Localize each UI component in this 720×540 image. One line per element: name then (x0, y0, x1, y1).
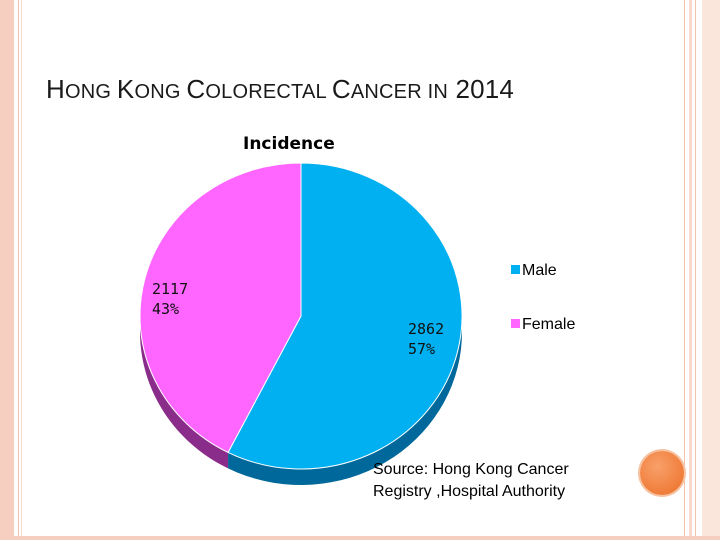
title-part: C (331, 74, 351, 104)
slide-frame-right (689, 0, 692, 540)
legend-label-female: Female (522, 316, 576, 333)
legend-swatch-female (511, 319, 520, 328)
slide-frame-line (21, 0, 22, 540)
chart-title: Incidence (243, 134, 335, 154)
title-part: ANCER (350, 81, 428, 103)
pie-slice-female (139, 162, 302, 454)
slide-frame-bottom (0, 536, 720, 540)
decorative-circle (640, 451, 684, 495)
title-part: IN (427, 81, 449, 103)
source-line-2: Registry ,Hospital Authority (373, 483, 566, 500)
source-line-1: Source: Hong Kong Cancer (373, 461, 569, 478)
data-label-male-percent: 57% (408, 340, 435, 358)
data-label-female-percent: 43% (152, 300, 179, 318)
legend-label-male: Male (522, 262, 557, 279)
slide-frame-right (702, 0, 720, 540)
slide-title: HONG KONG COLORECTAL CANCER IN 2014 (46, 74, 514, 105)
legend-item-male: Male (511, 262, 557, 280)
title-part: OLORECTAL (205, 81, 332, 103)
title-part: ONG (64, 81, 117, 103)
slide-frame-right (695, 0, 696, 540)
title-part: K (116, 74, 135, 104)
legend-swatch-male (511, 265, 520, 274)
title-part: 2014 (448, 74, 515, 104)
data-label-female-value: 2117 (152, 280, 188, 298)
slide-frame-left (0, 0, 14, 540)
slide-frame-right (684, 0, 685, 540)
title-part: H (46, 74, 65, 104)
slide-frame-line (18, 0, 19, 540)
source-note: Source: Hong Kong Cancer Registry ,Hospi… (373, 459, 569, 503)
data-label-male-value: 2862 (408, 320, 444, 338)
title-part: ONG (134, 81, 187, 103)
pie-slice-male (227, 162, 463, 470)
legend-item-female: Female (511, 316, 575, 334)
title-part: C (186, 74, 206, 104)
